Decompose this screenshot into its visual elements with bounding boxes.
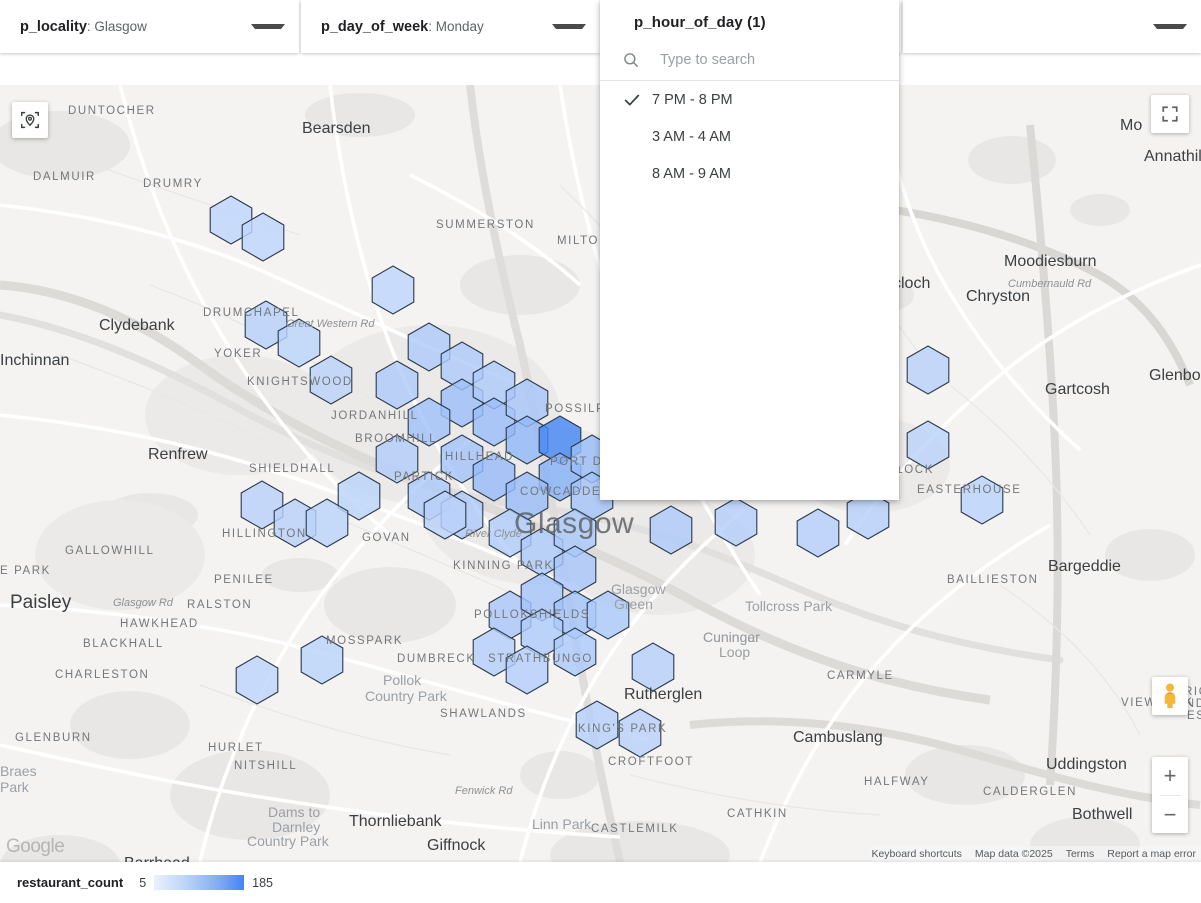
hexagon-cell[interactable] (371, 265, 415, 315)
locate-icon (21, 111, 39, 129)
legend-title: restaurant_count (17, 875, 124, 890)
zoom-divider (1160, 795, 1180, 796)
dropdown-title: p_hour_of_day (1) (634, 14, 766, 31)
dropdown-option-2[interactable]: 8 AM - 9 AM (600, 155, 899, 192)
hexagon-cell[interactable] (553, 508, 597, 558)
chevron-down-icon[interactable] (1153, 24, 1187, 29)
filter-chip-extra[interactable] (903, 0, 1201, 53)
map-attribution: Keyboard shortcuts Map data ©2025 Terms … (871, 846, 1201, 862)
hexagon-cell[interactable] (407, 397, 451, 447)
hexagon-cell[interactable] (960, 475, 1004, 525)
keyboard-shortcuts-link[interactable]: Keyboard shortcuts (871, 848, 962, 860)
legend: restaurant_count 5 185 (0, 862, 1201, 903)
hexagon-cell[interactable] (300, 635, 344, 685)
legend-gradient-bar (154, 875, 245, 890)
dropdown-option-label: 8 AM - 9 AM (652, 165, 731, 182)
check-placeholder (622, 164, 648, 184)
dropdown-option-0[interactable]: 7 PM - 8 PM (600, 81, 899, 118)
dropdown-option-label: 7 PM - 8 PM (652, 91, 733, 108)
filter-name-day-of-week: p_day_of_week (321, 18, 429, 35)
fullscreen-icon (1162, 106, 1178, 122)
hexagon-cell[interactable] (505, 471, 549, 521)
hour-of-day-dropdown-panel: p_hour_of_day (1) 7 PM - 8 PM 3 AM - 4 A… (600, 0, 899, 500)
hexagon-cell[interactable] (586, 590, 630, 640)
check-icon (622, 90, 648, 110)
filter-chip-locality[interactable]: p_locality: Glasgow (0, 0, 299, 53)
chevron-down-icon[interactable] (251, 24, 285, 29)
check-placeholder (622, 127, 648, 147)
legend-min-value: 5 (139, 875, 147, 890)
hexagon-cell[interactable] (906, 420, 950, 470)
filter-name-locality: p_locality (20, 18, 87, 35)
chevron-down-icon[interactable] (552, 24, 586, 29)
filter-value-day-of-week: Monday (435, 18, 484, 34)
hexagon-cell[interactable] (505, 645, 549, 695)
legend-max-value: 185 (252, 875, 274, 890)
hexagon-cell[interactable] (375, 434, 419, 484)
hexagon-cell[interactable] (505, 378, 549, 428)
hexagon-cell[interactable] (375, 360, 419, 410)
search-icon (624, 52, 639, 67)
hexagon-cell[interactable] (309, 355, 353, 405)
dropdown-search-input[interactable] (658, 50, 858, 69)
hexagon-cell[interactable] (618, 708, 662, 758)
report-map-error-link[interactable]: Report a map error (1107, 848, 1196, 860)
locate-button[interactable] (12, 102, 48, 138)
zoom-controls: + − (1152, 757, 1188, 833)
hexagon-cell[interactable] (649, 505, 693, 555)
zoom-in-button[interactable]: + (1163, 763, 1177, 788)
filter-chip-day-of-week[interactable]: p_day_of_week: Monday (301, 0, 600, 53)
dropdown-option-label: 3 AM - 4 AM (652, 128, 731, 145)
hexagon-cell[interactable] (241, 212, 285, 262)
street-view-pegman-icon (1164, 683, 1176, 709)
hexagon-cell[interactable] (423, 490, 467, 540)
dropdown-option-1[interactable]: 3 AM - 4 AM (600, 118, 899, 155)
hexagon-cell[interactable] (631, 642, 675, 692)
zoom-out-button[interactable]: − (1163, 802, 1177, 827)
hexagon-heatmap-layer[interactable] (0, 85, 1201, 862)
hexagon-cell[interactable] (796, 508, 840, 558)
hexagon-cell[interactable] (906, 345, 950, 395)
hexagon-cell[interactable] (575, 700, 619, 750)
street-view-pegman-button[interactable] (1152, 677, 1188, 715)
map-data-text: Map data ©2025 (974, 848, 1053, 860)
hexagon-cell[interactable] (277, 318, 321, 368)
terms-link[interactable]: Terms (1065, 848, 1095, 860)
hexagon-cell[interactable] (235, 655, 279, 705)
hexagon-cell[interactable] (305, 498, 349, 548)
filter-value-locality: Glasgow (94, 18, 147, 34)
hexagon-cell[interactable] (714, 497, 758, 547)
fullscreen-button[interactable] (1151, 95, 1189, 133)
dropdown-search-row[interactable] (600, 39, 899, 81)
hexagon-cell[interactable] (553, 627, 597, 677)
